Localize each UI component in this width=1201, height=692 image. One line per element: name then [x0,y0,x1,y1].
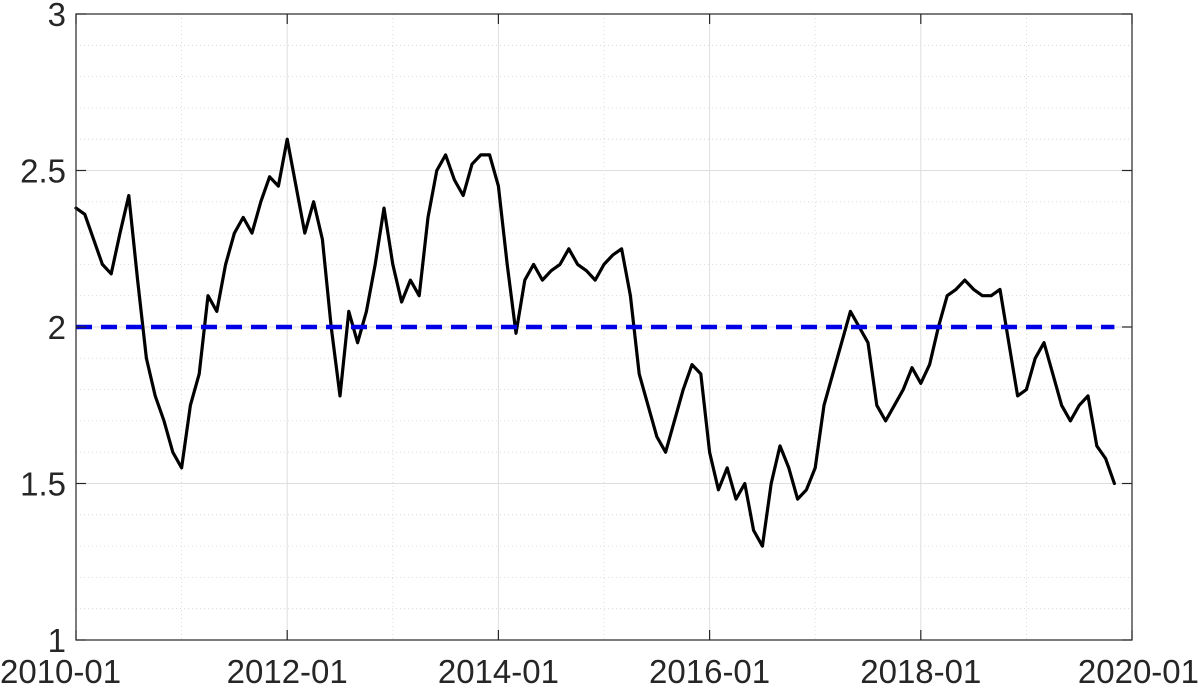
y-tick-label: 2.5 [20,153,66,190]
x-tick-label: 2018-01 [860,653,981,690]
x-tick-label: 2010-01 [0,653,121,690]
y-tick-label: 2 [48,309,66,346]
x-tick-label: 2014-01 [438,653,559,690]
series-layer [74,137,1117,548]
tick-marks [75,13,1133,641]
x-tick-label: 2020-01 [1078,653,1199,690]
y-tick-label: 1 [48,622,66,659]
y-tick-label: 3 [48,0,66,33]
x-tick-label: 2016-01 [649,653,770,690]
x-tick-label: 2012-01 [227,653,348,690]
series-line [74,137,1117,548]
y-tick-label: 1.5 [20,466,66,503]
